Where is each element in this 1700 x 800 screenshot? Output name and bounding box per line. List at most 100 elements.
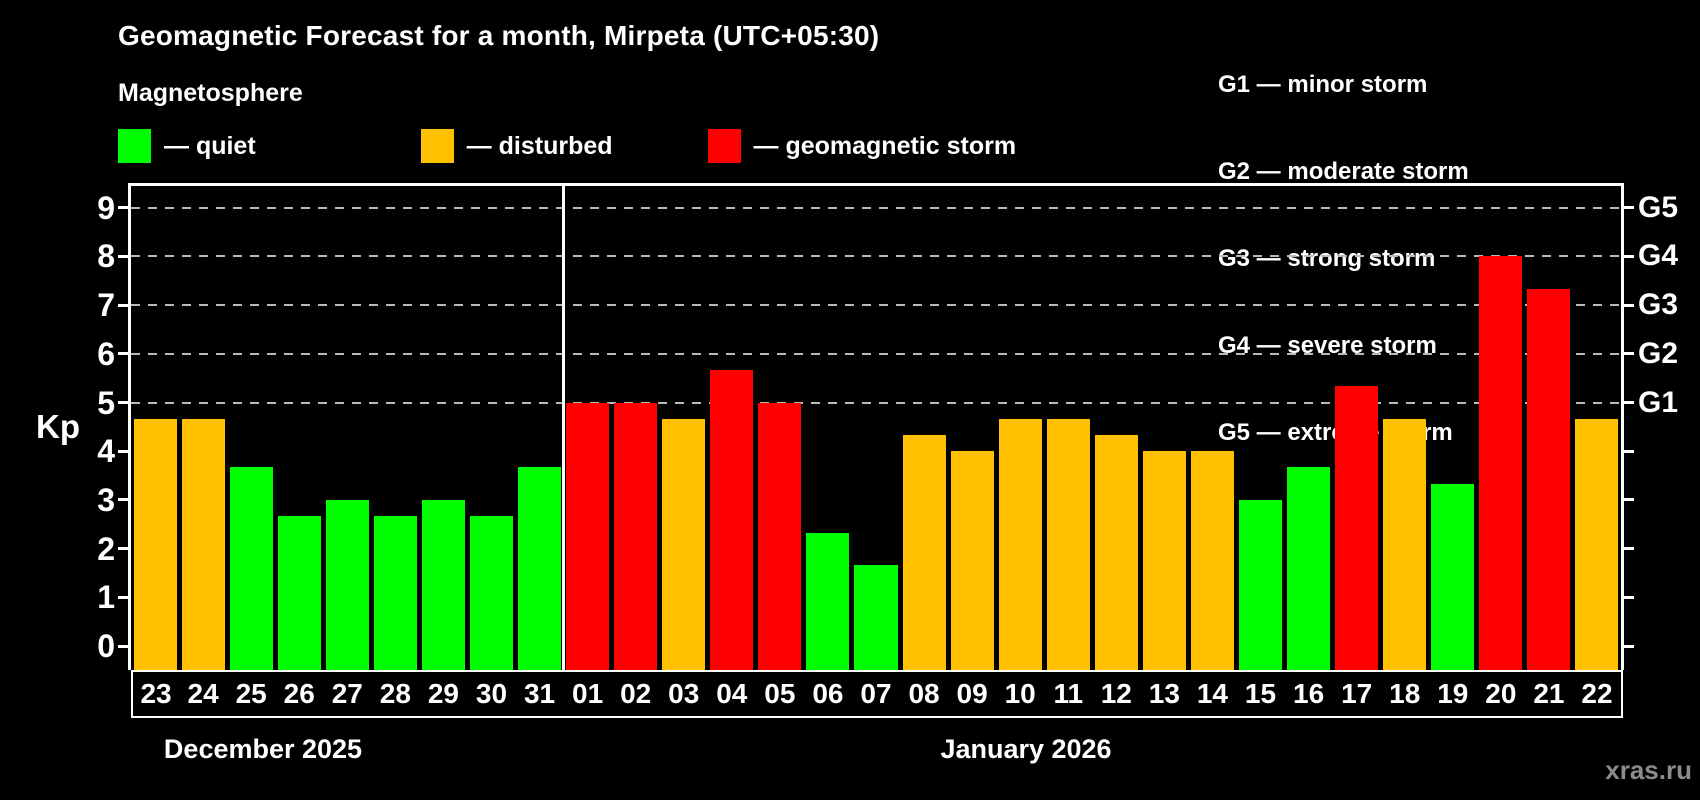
- kp-bar-30: [469, 515, 513, 670]
- legend-label-disturbed: — disturbed: [466, 131, 613, 160]
- date-cell-29: 29: [419, 670, 470, 718]
- date-cell-01: 01: [563, 670, 614, 718]
- kp-bar-23: [133, 418, 177, 670]
- y-axis-tick: [118, 254, 128, 258]
- right-axis-tick: [1624, 644, 1634, 648]
- date-cell-08: 08: [900, 670, 951, 718]
- g-axis-label-g5: G5: [1638, 190, 1679, 224]
- kp-bar-29: [421, 499, 465, 670]
- kp-bar-22: [1575, 418, 1619, 670]
- date-cell-12: 12: [1092, 670, 1143, 718]
- date-cell-02: 02: [611, 670, 662, 718]
- y-axis-tick: [118, 449, 128, 453]
- date-cell-05: 05: [755, 670, 806, 718]
- quiet-swatch-icon: [118, 129, 151, 163]
- date-cell-06: 06: [803, 670, 854, 718]
- kp-bar-18: [1383, 418, 1427, 670]
- kp-bar-10: [998, 418, 1042, 670]
- date-cell-30: 30: [467, 670, 518, 718]
- g-legend-line-g2: G2 — moderate storm: [1218, 158, 1469, 185]
- kp-bar-14: [1190, 451, 1234, 670]
- y-axis-tick: [118, 595, 128, 599]
- gridline-kp9: [131, 206, 1621, 209]
- legend-item-disturbed: — disturbed: [420, 129, 613, 163]
- legend-item-quiet: — quiet: [118, 129, 256, 163]
- kp-bar-01: [566, 402, 610, 670]
- y-axis-title: Kp: [36, 408, 80, 445]
- kp-bar-02: [614, 402, 658, 670]
- kp-bar-07: [854, 564, 898, 670]
- y-axis-tick: [118, 352, 128, 356]
- gridline-kp6: [131, 352, 1621, 355]
- g-axis-label-g4: G4: [1638, 239, 1679, 273]
- y-tick-label-3: 3: [97, 481, 115, 518]
- watermark: xras.ru: [1605, 755, 1692, 785]
- chart-subtitle: Magnetosphere: [118, 79, 303, 107]
- right-axis-tick: [1624, 547, 1634, 551]
- y-tick-label-7: 7: [97, 287, 115, 324]
- date-cell-26: 26: [275, 670, 326, 718]
- date-cell-14: 14: [1188, 670, 1239, 718]
- kp-bar-16: [1287, 467, 1331, 670]
- g-axis-label-g2: G2: [1638, 336, 1679, 370]
- kp-bar-03: [662, 418, 706, 670]
- y-tick-label-1: 1: [97, 579, 115, 616]
- month-label-january: January 2026: [940, 734, 1112, 764]
- month-divider: [562, 183, 566, 670]
- gridline-kp7: [131, 304, 1621, 307]
- gridline-kp5: [131, 401, 1621, 404]
- date-cell-24: 24: [179, 670, 230, 718]
- legend-label-storm: — geomagnetic storm: [753, 131, 1017, 160]
- plot-top-border: [128, 183, 1624, 186]
- date-cell-13: 13: [1140, 670, 1191, 718]
- right-axis-tick: [1624, 498, 1634, 502]
- right-axis-tick: [1624, 401, 1634, 404]
- date-cell-27: 27: [323, 670, 374, 718]
- legend-item-storm: — geomagnetic storm: [707, 129, 1017, 163]
- kp-bar-25: [229, 467, 273, 670]
- y-axis-tick: [118, 401, 128, 404]
- right-axis-tick: [1624, 206, 1634, 210]
- right-axis-tick: [1624, 303, 1634, 307]
- date-cell-23: 23: [131, 670, 182, 718]
- g-axis-label-g1: G1: [1638, 385, 1679, 419]
- kp-bar-28: [373, 515, 417, 670]
- kp-bar-11: [1046, 418, 1090, 670]
- y-tick-label-9: 9: [97, 189, 115, 226]
- date-cell-18: 18: [1380, 670, 1431, 718]
- kp-bar-26: [277, 515, 321, 670]
- kp-bar-17: [1335, 386, 1379, 670]
- y-tick-label-5: 5: [97, 384, 115, 421]
- gridline-kp8: [131, 255, 1621, 258]
- g-legend-line-g4: G4 — severe storm: [1218, 332, 1437, 359]
- kp-bar-21: [1527, 289, 1571, 670]
- g-axis-label-g3: G3: [1638, 288, 1679, 322]
- date-cell-19: 19: [1428, 670, 1479, 718]
- storm-swatch-icon: [707, 129, 741, 163]
- y-axis-tick: [118, 303, 128, 307]
- y-tick-label-8: 8: [97, 238, 115, 275]
- legend-label-quiet: — quiet: [164, 131, 256, 160]
- right-axis-tick: [1624, 595, 1634, 599]
- y-tick-label-4: 4: [97, 433, 115, 470]
- kp-bar-05: [758, 402, 802, 670]
- kp-bar-04: [710, 369, 754, 670]
- disturbed-swatch-icon: [420, 129, 454, 163]
- date-cell-07: 07: [851, 670, 903, 718]
- date-cell-21: 21: [1524, 670, 1575, 718]
- kp-bar-19: [1431, 483, 1475, 670]
- kp-bar-20: [1479, 256, 1523, 670]
- kp-bar-08: [902, 435, 946, 670]
- g-legend-line-g1: G1 — minor storm: [1218, 71, 1428, 98]
- kp-bar-31: [518, 467, 562, 670]
- right-axis-line: [1621, 183, 1624, 670]
- kp-bar-27: [325, 499, 369, 670]
- date-cell-25: 25: [227, 670, 278, 718]
- date-cell-04: 04: [707, 670, 758, 718]
- y-axis-line: [128, 183, 131, 670]
- right-axis-tick: [1624, 449, 1634, 453]
- date-cell-15: 15: [1236, 670, 1287, 718]
- date-cell-22: 22: [1572, 670, 1623, 718]
- y-tick-label-2: 2: [97, 530, 115, 567]
